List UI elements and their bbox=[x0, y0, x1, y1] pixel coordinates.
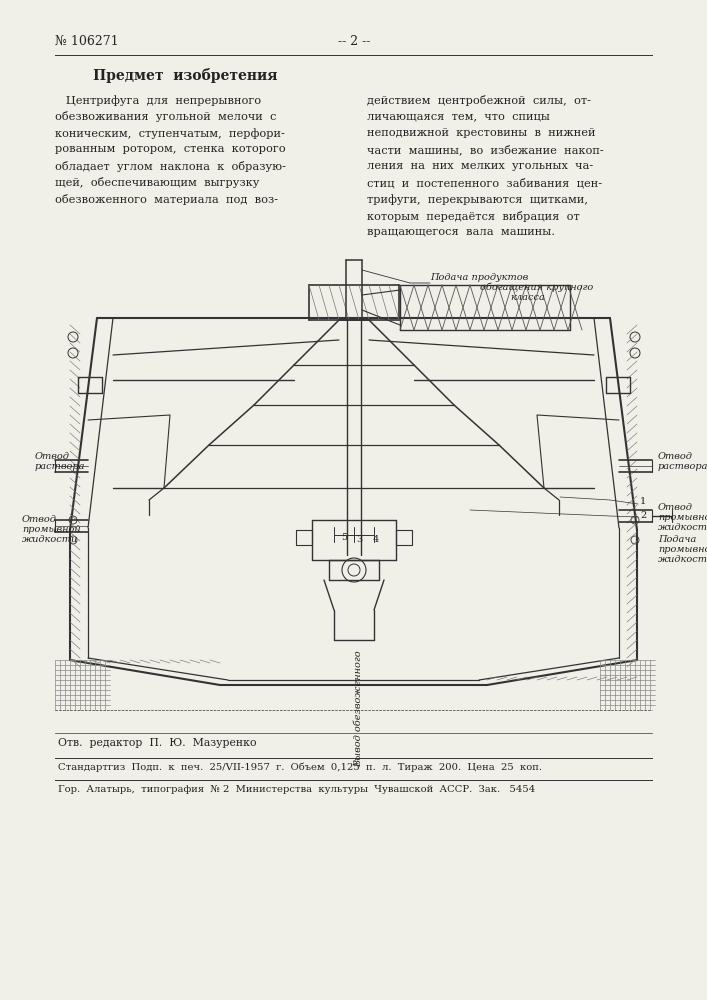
Text: коническим,  ступенчатым,  перфори-: коническим, ступенчатым, перфори- bbox=[55, 128, 285, 139]
Text: Отвод: Отвод bbox=[658, 452, 693, 461]
Text: Стандартгиз  Подп.  к  печ.  25/VII-1957  г.  Объем  0,125  п.  л.  Тираж  200. : Стандартгиз Подп. к печ. 25/VII-1957 г. … bbox=[58, 763, 542, 772]
Text: Центрифуга  для  непрерывного: Центрифуга для непрерывного bbox=[55, 95, 261, 106]
Text: 3: 3 bbox=[356, 536, 362, 544]
Text: действием  центробежной  силы,  от-: действием центробежной силы, от- bbox=[367, 95, 591, 106]
Text: жидкости: жидкости bbox=[658, 555, 707, 564]
Text: обезвоживания  угольной  мелочи  с: обезвоживания угольной мелочи с bbox=[55, 111, 276, 122]
Text: Вывод обезвоженного: Вывод обезвоженного bbox=[354, 650, 363, 767]
Text: Отвод: Отвод bbox=[658, 503, 693, 512]
Text: № 106271: № 106271 bbox=[55, 35, 119, 48]
Text: обогащения крупного: обогащения крупного bbox=[480, 282, 593, 292]
Text: 4: 4 bbox=[373, 536, 379, 544]
Text: вращающегося  вала  машины.: вращающегося вала машины. bbox=[367, 227, 555, 237]
Text: рованным  ротором,  стенка  которого: рованным ротором, стенка которого bbox=[55, 144, 286, 154]
Text: неподвижной  крестовины  в  нижней: неподвижной крестовины в нижней bbox=[367, 128, 595, 138]
Text: класса: класса bbox=[510, 293, 545, 302]
Text: Отвод: Отвод bbox=[22, 515, 57, 524]
Text: трифуги,  перекрываются  щитками,: трифуги, перекрываются щитками, bbox=[367, 194, 588, 205]
Text: 2: 2 bbox=[640, 510, 646, 520]
Text: жидкости: жидкости bbox=[22, 535, 78, 544]
Text: щей,  обеспечивающим  выгрузку: щей, обеспечивающим выгрузку bbox=[55, 178, 259, 188]
Text: обладает  углом  наклона  к  образую-: обладает углом наклона к образую- bbox=[55, 161, 286, 172]
Text: жидкости: жидкости bbox=[658, 523, 707, 532]
Text: личающаяся  тем,  что  спицы: личающаяся тем, что спицы bbox=[367, 111, 550, 121]
Text: стиц  и  постепенного  забивания  цен-: стиц и постепенного забивания цен- bbox=[367, 178, 602, 188]
Text: Подача продуктов: Подача продуктов bbox=[430, 273, 528, 282]
Text: -- 2 --: -- 2 -- bbox=[338, 35, 370, 48]
Text: раствора: раствора bbox=[658, 462, 707, 471]
Text: которым  передаётся  вибрация  от: которым передаётся вибрация от bbox=[367, 211, 580, 222]
Text: Отв.  редактор  П.  Ю.  Мазуренко: Отв. редактор П. Ю. Мазуренко bbox=[58, 738, 257, 748]
Text: промывной: промывной bbox=[22, 525, 81, 534]
Text: промывной: промывной bbox=[658, 545, 707, 554]
Text: ления  на  них  мелких  угольных  ча-: ления на них мелких угольных ча- bbox=[367, 161, 593, 171]
Text: части  машины,  во  избежание  накоп-: части машины, во избежание накоп- bbox=[367, 144, 604, 155]
Text: Подача: Подача bbox=[658, 535, 696, 544]
Text: Гор.  Алатырь,  типография  № 2  Министерства  культуры  Чувашской  АССР.  Зак. : Гор. Алатырь, типография № 2 Министерств… bbox=[58, 785, 535, 794]
Text: раствора: раствора bbox=[35, 462, 86, 471]
Text: промывной: промывной bbox=[658, 513, 707, 522]
Text: 1: 1 bbox=[640, 497, 646, 506]
Text: 5: 5 bbox=[341, 534, 347, 542]
Text: Предмет  изобретения: Предмет изобретения bbox=[93, 68, 277, 83]
Text: обезвоженного  материала  под  воз-: обезвоженного материала под воз- bbox=[55, 194, 278, 205]
Text: Отвод: Отвод bbox=[35, 452, 70, 461]
